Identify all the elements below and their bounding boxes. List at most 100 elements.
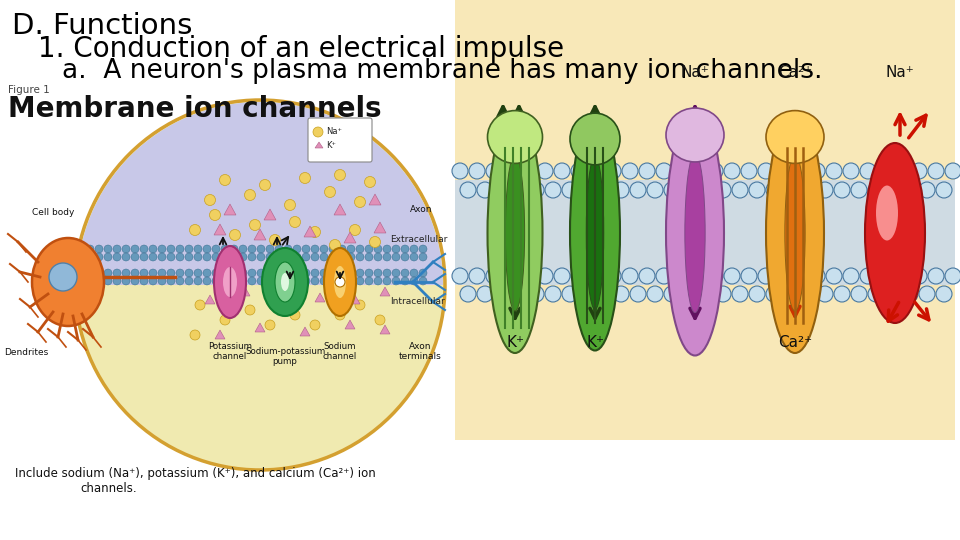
Circle shape — [622, 268, 638, 284]
Circle shape — [149, 245, 157, 253]
Polygon shape — [380, 325, 390, 334]
FancyBboxPatch shape — [308, 118, 372, 162]
Text: Figure 1: Figure 1 — [8, 85, 50, 95]
Ellipse shape — [865, 143, 925, 323]
Circle shape — [49, 263, 77, 291]
Circle shape — [460, 182, 476, 198]
Circle shape — [338, 269, 346, 277]
Circle shape — [562, 286, 578, 302]
Circle shape — [868, 182, 884, 198]
Circle shape — [817, 182, 833, 198]
Circle shape — [885, 286, 901, 302]
Polygon shape — [374, 222, 386, 233]
Circle shape — [300, 172, 310, 184]
Circle shape — [698, 286, 714, 302]
Ellipse shape — [684, 153, 706, 313]
Circle shape — [741, 163, 757, 179]
Circle shape — [149, 253, 157, 261]
Circle shape — [741, 268, 757, 284]
Text: Ca²⁺: Ca²⁺ — [778, 335, 812, 350]
Circle shape — [392, 269, 400, 277]
Circle shape — [486, 163, 502, 179]
Ellipse shape — [876, 186, 898, 240]
Ellipse shape — [488, 111, 542, 164]
Circle shape — [919, 286, 935, 302]
Circle shape — [245, 190, 255, 200]
Circle shape — [588, 268, 604, 284]
Text: Ca²⁺: Ca²⁺ — [778, 65, 812, 80]
Circle shape — [275, 253, 283, 261]
Circle shape — [338, 277, 346, 285]
Circle shape — [749, 286, 765, 302]
Circle shape — [189, 225, 201, 235]
Circle shape — [248, 269, 256, 277]
Polygon shape — [380, 287, 390, 296]
Circle shape — [698, 182, 714, 198]
Circle shape — [140, 277, 148, 285]
Ellipse shape — [223, 267, 237, 297]
Circle shape — [354, 197, 366, 207]
Circle shape — [817, 286, 833, 302]
Circle shape — [176, 269, 184, 277]
Circle shape — [460, 286, 476, 302]
Circle shape — [220, 315, 230, 325]
Circle shape — [545, 286, 561, 302]
Circle shape — [766, 182, 782, 198]
Polygon shape — [369, 194, 381, 205]
Circle shape — [248, 245, 256, 253]
Circle shape — [834, 286, 850, 302]
Polygon shape — [345, 320, 355, 329]
Text: Potassium
channel: Potassium channel — [208, 342, 252, 361]
Polygon shape — [300, 327, 310, 336]
Circle shape — [104, 277, 112, 285]
Circle shape — [104, 269, 112, 277]
Circle shape — [596, 182, 612, 198]
Circle shape — [212, 277, 220, 285]
Circle shape — [284, 277, 292, 285]
Circle shape — [630, 182, 646, 198]
Text: Na⁺: Na⁺ — [886, 65, 914, 80]
Circle shape — [195, 300, 205, 310]
Circle shape — [75, 100, 445, 470]
Circle shape — [613, 182, 629, 198]
Polygon shape — [315, 293, 325, 302]
Circle shape — [257, 245, 265, 253]
Circle shape — [562, 182, 578, 198]
Circle shape — [724, 163, 740, 179]
Circle shape — [293, 277, 301, 285]
Circle shape — [131, 245, 139, 253]
Text: channels.: channels. — [80, 482, 136, 495]
Ellipse shape — [766, 113, 824, 353]
Circle shape — [149, 277, 157, 285]
Circle shape — [477, 286, 493, 302]
Circle shape — [176, 245, 184, 253]
Circle shape — [131, 253, 139, 261]
Wedge shape — [77, 102, 443, 285]
Circle shape — [158, 253, 166, 261]
Circle shape — [113, 245, 121, 253]
Circle shape — [239, 253, 247, 261]
Circle shape — [766, 286, 782, 302]
Circle shape — [204, 194, 215, 206]
Circle shape — [410, 253, 418, 261]
Circle shape — [257, 269, 265, 277]
Text: K⁺: K⁺ — [326, 140, 336, 150]
Circle shape — [469, 163, 485, 179]
Text: K⁺: K⁺ — [586, 335, 604, 350]
Polygon shape — [334, 204, 346, 215]
Circle shape — [266, 245, 274, 253]
Ellipse shape — [262, 248, 308, 316]
Circle shape — [877, 268, 893, 284]
Circle shape — [212, 253, 220, 261]
Circle shape — [919, 182, 935, 198]
Circle shape — [86, 253, 94, 261]
Circle shape — [826, 163, 842, 179]
Circle shape — [365, 277, 373, 285]
Circle shape — [104, 253, 112, 261]
Circle shape — [122, 277, 130, 285]
Circle shape — [690, 268, 706, 284]
Circle shape — [176, 253, 184, 261]
Circle shape — [860, 268, 876, 284]
Circle shape — [894, 163, 910, 179]
Polygon shape — [240, 287, 250, 296]
